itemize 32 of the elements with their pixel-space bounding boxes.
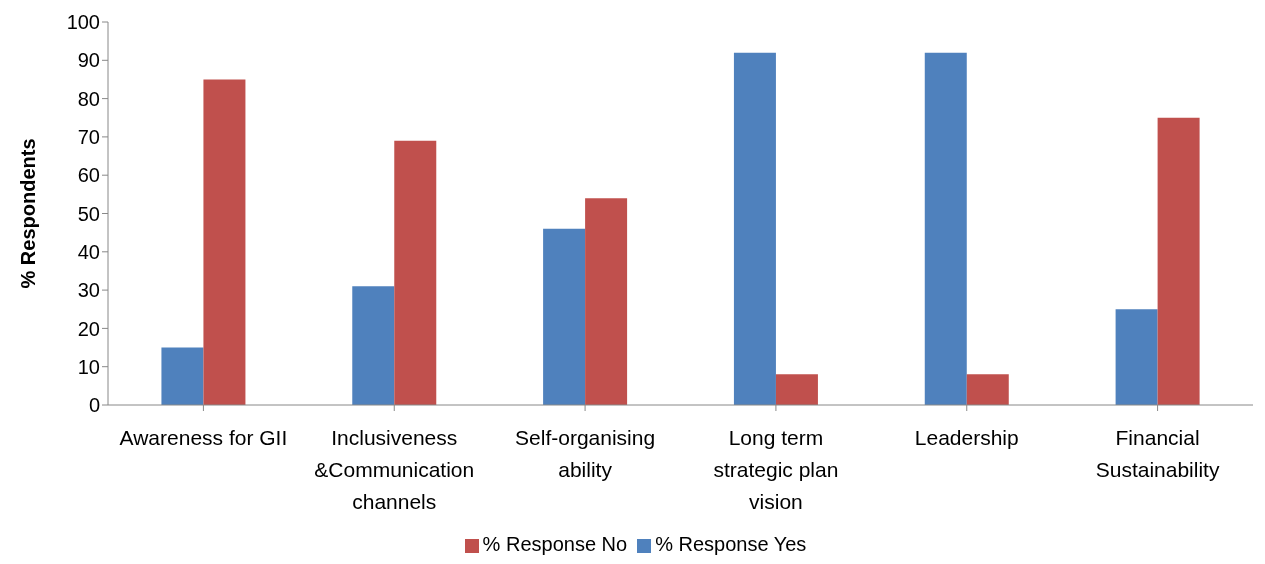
bar bbox=[161, 347, 204, 405]
x-tick-label: Leadership bbox=[914, 426, 1019, 449]
y-tick-label: 70 bbox=[77, 126, 100, 148]
bar bbox=[543, 228, 586, 405]
bar bbox=[775, 374, 818, 405]
y-tick-label: 40 bbox=[77, 240, 100, 263]
legend-label: % Response Yes bbox=[655, 533, 807, 555]
bar bbox=[394, 140, 437, 405]
legend-label: % Response No bbox=[482, 533, 628, 555]
y-axis-title: % Respondents bbox=[17, 138, 40, 289]
y-tick-label: 50 bbox=[77, 202, 100, 225]
y-tick-label: 20 bbox=[77, 317, 100, 340]
bar bbox=[352, 286, 395, 405]
bar bbox=[966, 374, 1009, 405]
y-tick-label: 0 bbox=[88, 394, 100, 417]
bar bbox=[585, 198, 628, 405]
x-tick-label: Long term strategic plan vision bbox=[713, 426, 839, 513]
y-tick-label: 90 bbox=[77, 49, 100, 72]
y-tick-label: 100 bbox=[66, 11, 100, 34]
x-tick-label: Inclusiveness &Communication channels bbox=[314, 426, 475, 513]
bar bbox=[1115, 309, 1158, 405]
x-tick-label: Awareness for GII bbox=[119, 426, 288, 449]
bar bbox=[1157, 117, 1200, 405]
bar bbox=[203, 79, 246, 405]
y-tick-label: 30 bbox=[77, 279, 100, 302]
y-tick-label: 60 bbox=[77, 164, 100, 187]
y-tick-label: 80 bbox=[77, 87, 100, 110]
y-tick-label: 10 bbox=[77, 355, 100, 378]
bar bbox=[924, 52, 967, 405]
x-tick-label: Self-organising ability bbox=[515, 426, 656, 481]
x-tick-label: Financial Sustainability bbox=[1095, 426, 1220, 481]
bar bbox=[733, 52, 776, 405]
